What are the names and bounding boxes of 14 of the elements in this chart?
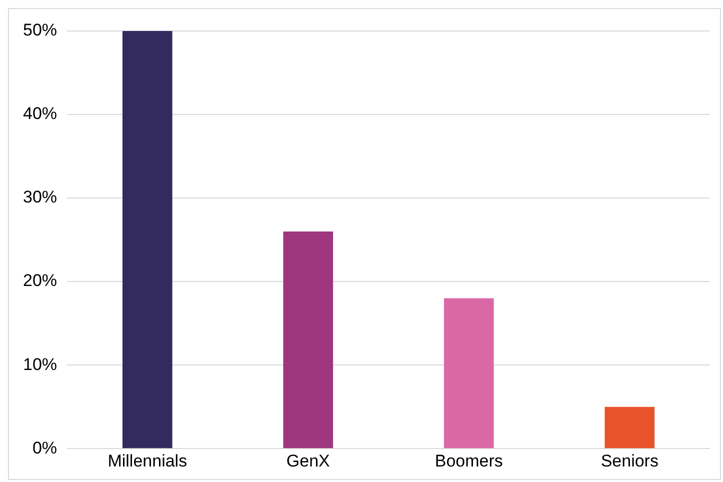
y-tick-label: 40% (22, 104, 58, 124)
bar (604, 406, 655, 448)
y-tick-label: 0% (32, 438, 58, 458)
y-tick-label: 20% (22, 271, 58, 290)
x-tick-label: GenX (286, 451, 330, 470)
bar (444, 298, 494, 448)
x-tick-label: Seniors (600, 451, 658, 470)
y-tick-label: 10% (22, 354, 58, 374)
y-tick-label: 30% (22, 188, 58, 207)
bar (283, 231, 334, 448)
bar (122, 31, 172, 448)
y-tick-label: 50% (22, 20, 58, 40)
x-tick-label: Millennials (108, 451, 188, 470)
x-tick-label: Boomers (434, 451, 503, 470)
